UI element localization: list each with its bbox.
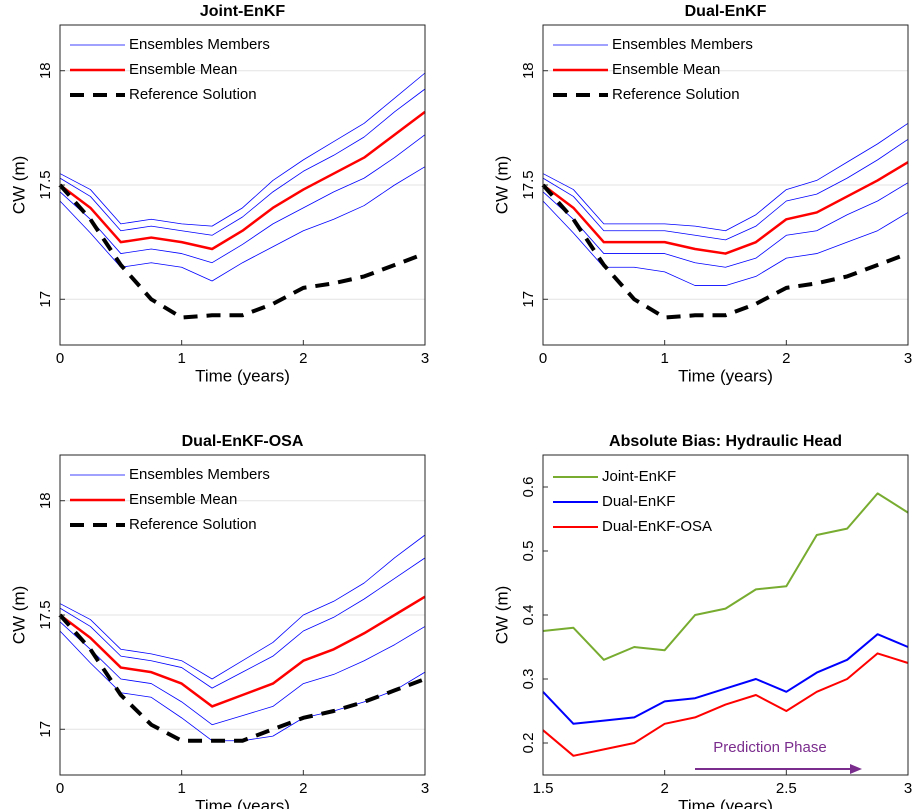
ensemble-member-line (542, 122, 909, 232)
x-tick-label: 3 (421, 350, 429, 367)
x-tick-label: 2 (782, 350, 790, 367)
x-axis-label: Time (years) (195, 366, 290, 385)
y-tick-label: 18 (520, 62, 537, 79)
annotation: Prediction Phase (713, 739, 826, 756)
x-tick-label: 1.5 (533, 780, 554, 797)
legend-label: Ensemble Mean (129, 61, 237, 78)
annotation-arrowhead (850, 764, 862, 774)
x-axis-label: Time (years) (195, 796, 290, 809)
x-tick-label: 0 (56, 350, 64, 367)
ensemble-member-line (59, 621, 426, 726)
y-tick-label: 0.2 (520, 733, 537, 754)
ensemble-member-line (59, 534, 426, 680)
y-tick-label: 18 (37, 62, 54, 79)
plot-frame (59, 24, 426, 346)
x-tick-label: 1 (177, 350, 185, 367)
y-tick-label: 17.5 (520, 170, 537, 199)
series-line (542, 652, 909, 757)
y-axis-label: CW (m) (492, 156, 511, 215)
legend-label: Dual-EnKF (602, 493, 675, 510)
ensemble-member-line (542, 138, 909, 241)
plot-frame (542, 454, 909, 776)
series-line (542, 633, 909, 725)
x-tick-label: 2 (299, 350, 307, 367)
legend-label: Ensembles Members (129, 36, 270, 53)
y-tick-label: 0.5 (520, 541, 537, 562)
x-tick-label: 3 (904, 350, 912, 367)
y-tick-label: 17 (37, 721, 54, 738)
series-line (59, 110, 426, 251)
chart-title: Joint-EnKF (200, 3, 286, 20)
ensemble-member-line (59, 72, 426, 227)
legend-label: Ensembles Members (129, 466, 270, 483)
legend-label: Reference Solution (129, 86, 257, 103)
chart-title: Dual-EnKF (685, 3, 767, 20)
y-tick-label: 0.6 (520, 477, 537, 498)
ensemble-member-line (542, 182, 909, 268)
ensemble-member-line (59, 134, 426, 264)
y-tick-label: 17 (37, 291, 54, 308)
legend-label: Dual-EnKF-OSA (602, 518, 712, 535)
legend-label: Ensemble Mean (612, 61, 720, 78)
series-line (542, 161, 909, 255)
legend-label: Ensemble Mean (129, 491, 237, 508)
x-tick-label: 1 (660, 350, 668, 367)
y-tick-label: 17.5 (37, 170, 54, 199)
x-tick-label: 0 (56, 780, 64, 797)
x-tick-label: 3 (421, 780, 429, 797)
legend-label: Joint-EnKF (602, 468, 676, 485)
y-tick-label: 0.4 (520, 605, 537, 626)
series-line (58, 183, 426, 320)
legend-label: Reference Solution (129, 516, 257, 533)
x-tick-label: 1 (177, 780, 185, 797)
series-line (542, 492, 909, 661)
ensemble-member-line (59, 557, 426, 689)
series-line (59, 595, 426, 708)
plot-frame (59, 454, 426, 776)
x-tick-label: 3 (904, 780, 912, 797)
y-axis-label: CW (m) (9, 586, 28, 645)
y-tick-label: 17 (520, 291, 537, 308)
ensemble-member-line (59, 88, 426, 236)
x-tick-label: 2 (299, 780, 307, 797)
x-axis-label: Time (years) (678, 366, 773, 385)
x-tick-label: 0 (539, 350, 547, 367)
x-tick-label: 2 (660, 780, 668, 797)
y-tick-label: 0.3 (520, 669, 537, 690)
x-tick-label: 2.5 (776, 780, 797, 797)
plot-frame (542, 24, 909, 346)
chart-title: Absolute Bias: Hydraulic Head (609, 433, 842, 450)
chart-title: Dual-EnKF-OSA (182, 433, 304, 450)
y-axis-label: CW (m) (492, 586, 511, 645)
legend-label: Ensembles Members (612, 36, 753, 53)
ensemble-member-line (59, 630, 426, 742)
series-line (58, 613, 426, 743)
y-tick-label: 17.5 (37, 600, 54, 629)
x-axis-label: Time (years) (678, 796, 773, 809)
y-axis-label: CW (m) (9, 156, 28, 215)
y-tick-label: 18 (37, 492, 54, 509)
series-line (541, 183, 909, 320)
legend-label: Reference Solution (612, 86, 740, 103)
